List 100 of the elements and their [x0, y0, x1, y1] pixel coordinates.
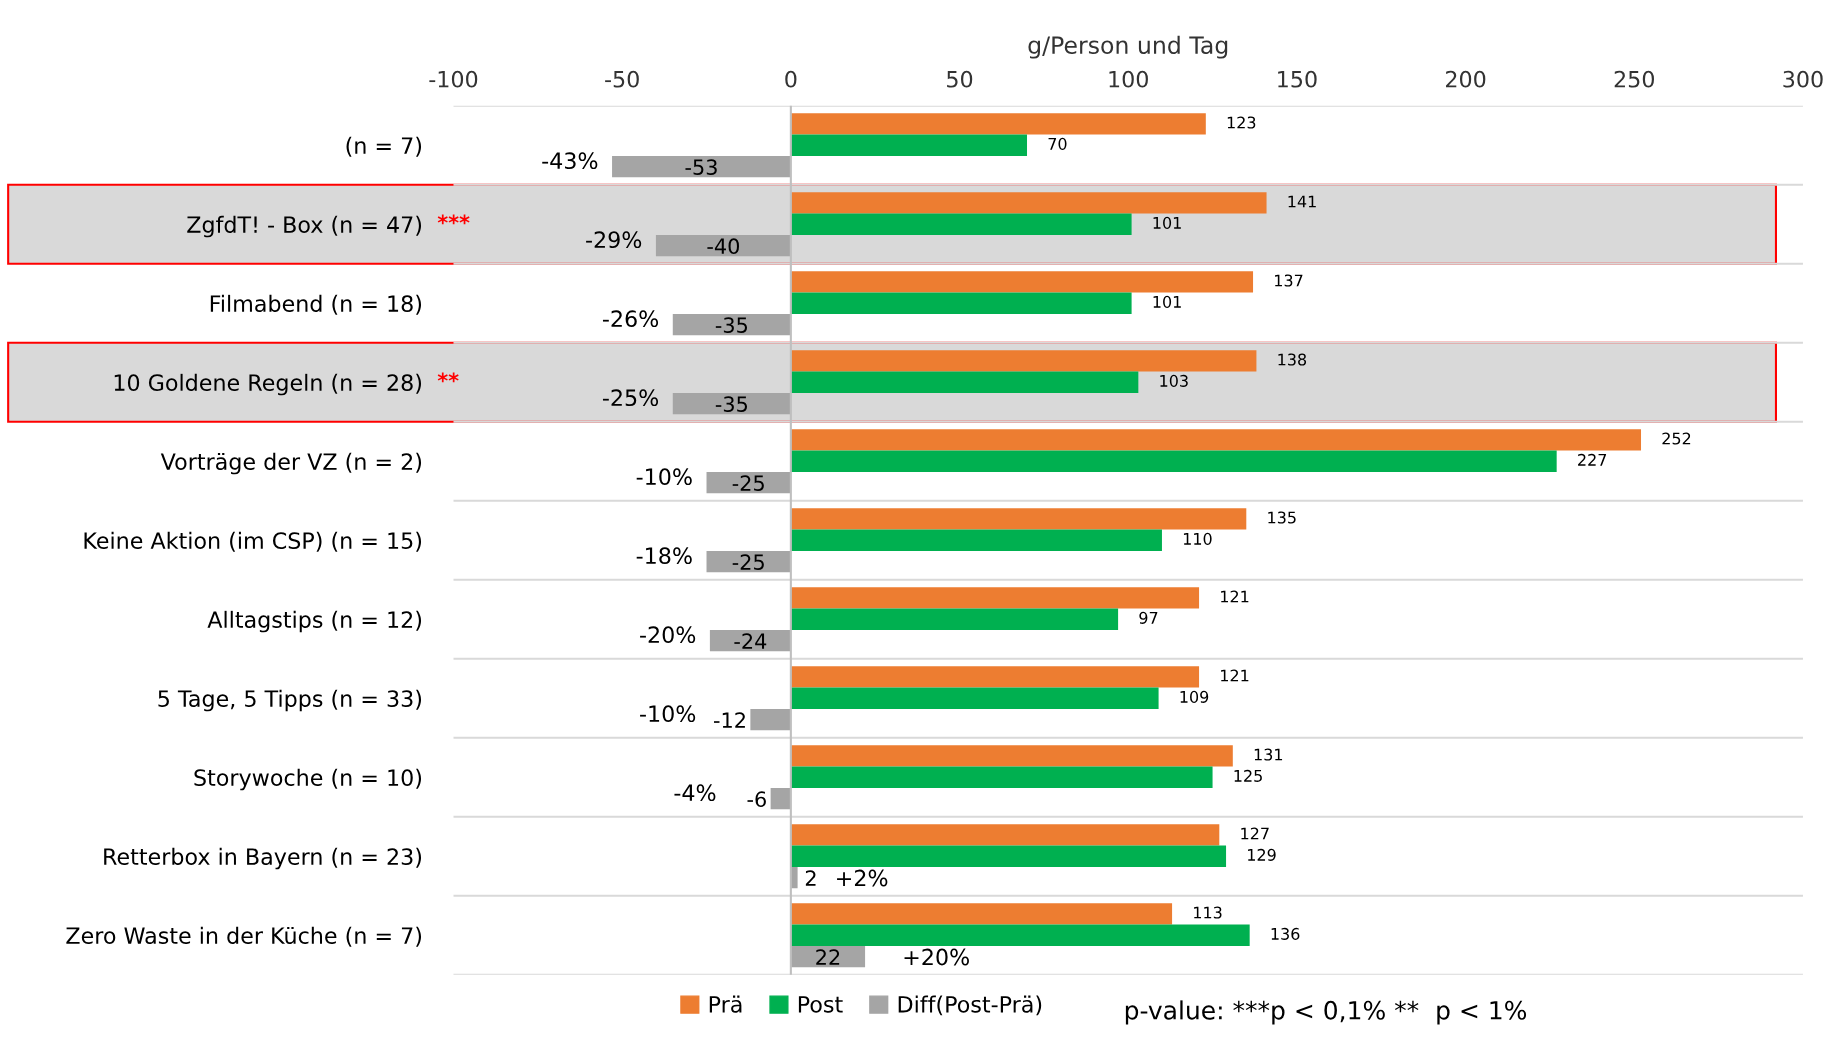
data-label: -25 [732, 554, 764, 571]
legend-label: Diff(Post-Prä) [898, 995, 1042, 1016]
data-label: 131 [1254, 748, 1283, 761]
annotation: +2% [837, 869, 888, 887]
bar [790, 450, 1557, 472]
bar [790, 192, 1267, 214]
x-axis-title: g/Person und Tag [1028, 35, 1228, 59]
annotation: -29% [586, 231, 642, 249]
data-label: 127 [1241, 827, 1269, 840]
y-tick-label: Retterbox in Bayern (n = 23) [104, 847, 422, 870]
x-tick-label: -100 [429, 70, 478, 88]
data-label: -24 [734, 633, 767, 649]
data-label: 22 [816, 949, 840, 965]
bar [790, 134, 1028, 156]
bar [709, 629, 791, 652]
annotation: -10% [636, 468, 692, 486]
bar [706, 471, 791, 494]
data-label: 103 [1160, 374, 1188, 387]
data-label: 135 [1268, 511, 1296, 524]
bar [612, 155, 791, 178]
x-tick-label: 100 [1109, 70, 1148, 88]
data-label: -35 [715, 396, 748, 413]
data-label: 101 [1153, 295, 1181, 308]
bar [790, 350, 1257, 372]
x-tick-label: 200 [1446, 70, 1486, 88]
bar [672, 392, 791, 415]
bar [790, 587, 1200, 609]
bar [790, 687, 1159, 709]
annotation: -18% [636, 547, 692, 565]
data-label: 109 [1180, 690, 1209, 703]
data-label: 101 [1153, 216, 1181, 229]
data-label: -25 [732, 475, 764, 492]
data-label: -6 [747, 791, 766, 808]
x-tick-label: 150 [1278, 70, 1317, 88]
data-label: 121 [1221, 669, 1249, 682]
data-label: -12 [713, 712, 745, 728]
annotation: -43% [542, 152, 598, 170]
data-label: -35 [715, 317, 748, 334]
data-label: 113 [1194, 906, 1222, 919]
y-tick-label: Filmabend (n = 18) [210, 294, 422, 315]
data-label: 110 [1183, 532, 1212, 545]
bar [750, 708, 791, 731]
annotation: -26% [602, 310, 659, 328]
data-label: 97 [1139, 611, 1158, 624]
y-tick-label: 10 Goldene Regeln (n = 28) [114, 373, 422, 396]
x-tick-label: 300 [1783, 70, 1823, 88]
data-label: 252 [1662, 432, 1691, 445]
bar [790, 903, 1173, 925]
bar [790, 271, 1254, 293]
data-label: 121 [1221, 590, 1249, 603]
annotation: -25% [602, 389, 659, 407]
y-tick-label: Storywoche (n = 10) [194, 768, 422, 791]
bar [790, 529, 1162, 551]
bar [790, 113, 1206, 135]
y-tick-label: Alltagstips (n = 12) [207, 610, 422, 633]
data-label: -40 [707, 238, 740, 255]
data-label: 141 [1288, 195, 1316, 208]
bar [790, 213, 1132, 235]
bar [655, 234, 791, 257]
data-label: -53 [685, 159, 717, 176]
x-tick-label: 0 [785, 70, 797, 88]
band-label: *** [437, 214, 470, 225]
data-label: 137 [1275, 274, 1303, 287]
y-tick-label: (n = 7) [346, 136, 422, 157]
y-tick-label: Vorträge der VZ (n = 2) [160, 452, 422, 475]
x-tick-label: 50 [947, 70, 973, 88]
bar [790, 766, 1213, 788]
bar [790, 845, 1227, 867]
bar [790, 824, 1220, 846]
text: p-value: ***p < 0,1% ** p < 1% [1125, 1000, 1527, 1025]
x-tick-label: -50 [605, 70, 639, 88]
data-label: 138 [1278, 353, 1307, 366]
bar [790, 608, 1119, 630]
bar [790, 292, 1132, 314]
bar [790, 666, 1200, 688]
annotation: -4% [674, 784, 716, 802]
data-label: 136 [1271, 927, 1300, 940]
bar [790, 745, 1233, 767]
bar [706, 550, 791, 573]
annotation: +20% [904, 948, 969, 966]
bar [790, 924, 1250, 946]
data-label: 123 [1227, 116, 1256, 129]
legend-label: Post [798, 996, 843, 1013]
bar [790, 371, 1139, 393]
x-tick-label: 250 [1614, 70, 1654, 88]
band-label: ** [437, 372, 459, 383]
y-tick-label: Keine Aktion (im CSP) (n = 15) [84, 531, 422, 552]
y-tick-label: 5 Tage, 5 Tipps (n = 33) [158, 689, 422, 712]
legend-label: Prä [709, 995, 742, 1013]
annotation: -20% [640, 626, 696, 644]
y-tick-label: ZgfdT! - Box (n = 47) [187, 215, 422, 238]
bar [790, 429, 1642, 451]
bar [672, 313, 791, 336]
data-label: 129 [1248, 848, 1276, 861]
y-tick-label: Zero Waste in der Küche (n = 7) [66, 926, 422, 947]
bar [770, 787, 791, 810]
data-label: 227 [1578, 453, 1607, 466]
bar [790, 508, 1247, 530]
data-label: 2 [805, 870, 816, 886]
data-label: 125 [1234, 769, 1262, 782]
